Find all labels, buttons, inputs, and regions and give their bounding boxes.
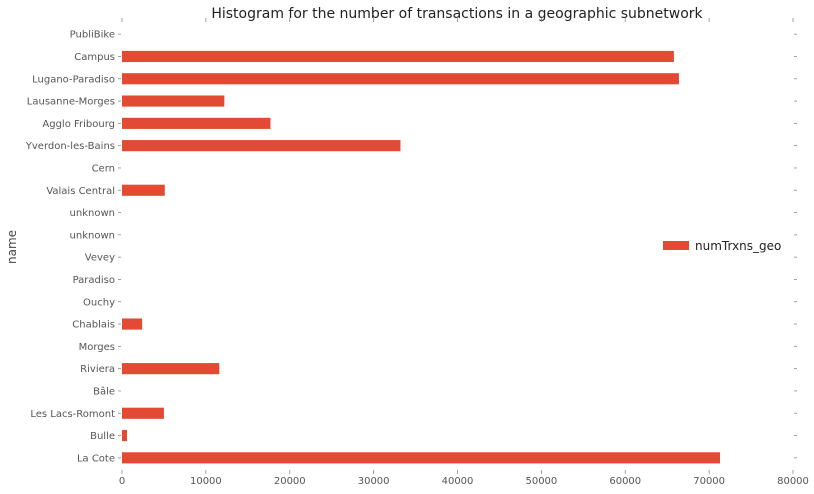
bars bbox=[122, 50, 721, 464]
y-tick-label: Les Lacs-Romont bbox=[30, 409, 115, 420]
y-tick-label: Yverdon-les-Bains bbox=[25, 141, 115, 152]
legend-swatch bbox=[663, 241, 689, 250]
legend: numTrxns_geo bbox=[663, 239, 781, 253]
y-tick-label: Cern bbox=[92, 163, 115, 174]
y-tick-label: Paradiso bbox=[73, 275, 115, 286]
chart-title: Histogram for the number of transactions… bbox=[211, 6, 703, 22]
x-tick-label: 0 bbox=[119, 476, 125, 487]
bar bbox=[122, 363, 220, 375]
x-tick-label: 80000 bbox=[777, 476, 809, 487]
bar bbox=[122, 429, 128, 442]
legend-label: numTrxns_geo bbox=[695, 239, 781, 253]
bar bbox=[122, 407, 164, 419]
x-tick-label: 20000 bbox=[274, 476, 306, 487]
y-tick-label: Lausanne-Morges bbox=[27, 97, 115, 108]
bar bbox=[122, 117, 271, 129]
bar bbox=[122, 452, 721, 464]
y-tick-label: Ouchy bbox=[83, 297, 115, 308]
x-tick-label: 30000 bbox=[358, 476, 390, 487]
x-tick-label: 40000 bbox=[442, 476, 474, 487]
y-tick-label: La Cote bbox=[77, 453, 115, 464]
y-tick-label: Lugano-Paradiso bbox=[32, 74, 115, 85]
bar bbox=[122, 184, 165, 196]
x-tick-label: 10000 bbox=[190, 476, 222, 487]
x-tick-label: 60000 bbox=[609, 476, 641, 487]
x-tick-label: 50000 bbox=[525, 476, 557, 487]
y-tick-label: Bâle bbox=[93, 385, 115, 397]
y-tick-label: Agglo Fribourg bbox=[42, 119, 115, 130]
bar bbox=[122, 50, 674, 63]
y-tick-label: Vevey bbox=[85, 253, 115, 264]
y-tick-label: Bulle bbox=[90, 431, 115, 442]
axis-ticks bbox=[118, 18, 797, 474]
y-tick-label: PubliBike bbox=[70, 30, 115, 41]
y-tick-label: Morges bbox=[79, 342, 115, 353]
x-tick-label: 70000 bbox=[693, 476, 725, 487]
y-tick-labels: PubliBike Campus Lugano-Paradiso Lausanne-M… bbox=[25, 30, 115, 465]
y-tick-label: Riviera bbox=[80, 364, 115, 375]
bar bbox=[122, 140, 401, 152]
bar bbox=[122, 95, 225, 107]
y-tick-label: unknown bbox=[70, 208, 115, 219]
y-tick-label: Chablais bbox=[72, 320, 115, 331]
x-tick-labels: 0 10000 20000 30000 40000 50000 60000 70000 8000… bbox=[119, 476, 809, 487]
y-tick-label: Valais Central bbox=[46, 186, 115, 197]
bar bbox=[122, 318, 143, 330]
y-axis-label: name bbox=[5, 230, 19, 264]
bar bbox=[122, 73, 679, 85]
y-tick-label: unknown bbox=[70, 230, 115, 241]
y-tick-label: Campus bbox=[74, 52, 115, 63]
